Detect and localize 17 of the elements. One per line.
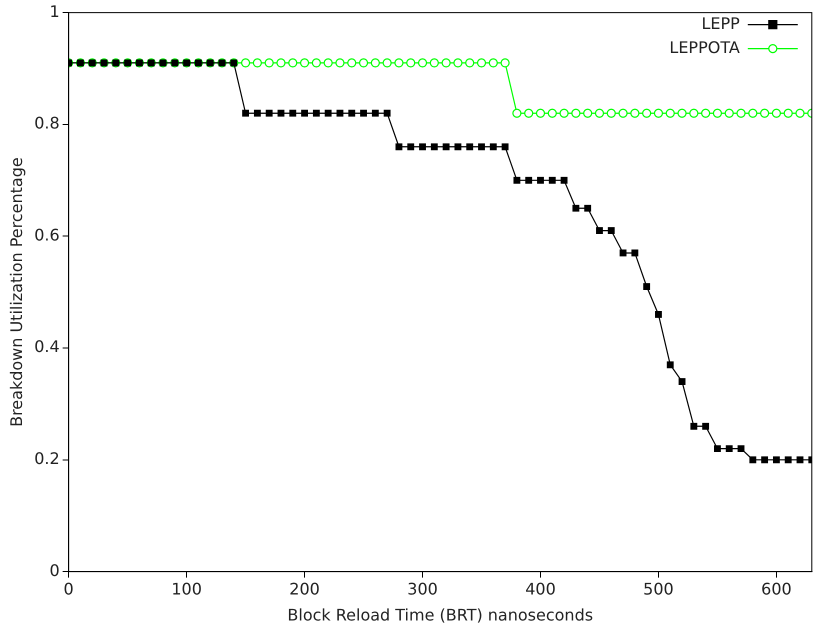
x-tick-label: 300 xyxy=(407,579,438,598)
y-tick-label: 1 xyxy=(49,2,60,21)
legend-label: LEPPOTA xyxy=(669,38,740,57)
x-tick-label: 400 xyxy=(525,579,556,598)
y-axis-title: Breakdown Utilization Percentage xyxy=(6,157,26,427)
y-tick-label: 0.4 xyxy=(34,337,60,356)
x-tick-label: 500 xyxy=(643,579,674,598)
legend-label: LEPP xyxy=(701,14,740,33)
x-tick-label: 100 xyxy=(171,579,202,598)
x-tick-label: 600 xyxy=(761,579,792,598)
y-tick-label: 0.8 xyxy=(34,114,60,133)
y-tick-label: 0.6 xyxy=(34,225,60,244)
y-tick-label: 0 xyxy=(49,560,60,580)
y-tick-label: 0.2 xyxy=(34,448,60,468)
x-tick-label: 0 xyxy=(64,579,74,598)
x-tick-label: 200 xyxy=(289,579,320,598)
x-axis-title: Block Reload Time (BRT) nanoseconds xyxy=(287,606,594,625)
